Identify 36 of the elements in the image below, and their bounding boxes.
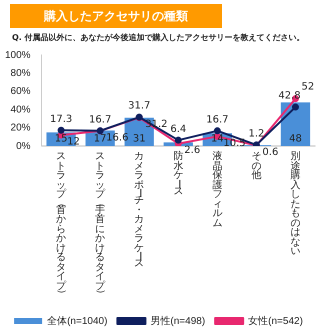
point (214, 127, 221, 134)
bar (280, 102, 310, 146)
data-label: 31 (132, 134, 146, 145)
y-tick-label: 20% (10, 122, 31, 134)
y-tick-label: 0% (16, 140, 31, 152)
legend-label: 女性(n=542) (248, 314, 303, 327)
data-label: 6.4 (170, 124, 186, 135)
category-label: カメラポーチ・カメラケース (134, 151, 146, 269)
y-tick-label: 60% (10, 86, 31, 98)
y-tick-label: 80% (10, 68, 31, 79)
legend-label: 男性(n=498) (150, 314, 206, 327)
point (58, 126, 65, 134)
x-tick-label: 液晶保護フィルム (212, 151, 222, 228)
y-tick-label: 100% (5, 50, 31, 61)
data-label: 42.8 (278, 90, 301, 102)
x-tick-label: その他 (251, 151, 262, 181)
data-label: 17 (94, 134, 107, 145)
data-label: 17.3 (50, 114, 72, 125)
x-tick-label: 防水ケース (173, 151, 184, 196)
data-label: 2.6 (184, 145, 200, 156)
category-label: 別途購入したものはない (290, 151, 300, 257)
y-tick-label: 40% (10, 104, 31, 116)
point (174, 136, 182, 144)
data-label: 0.6 (262, 147, 278, 158)
data-label: 31.7 (128, 100, 150, 112)
category-label: ストラップ（首からかけるタイプ） (56, 151, 68, 299)
chart-subtitle: Q. 付属品以外に、あなたが今後追加で購入したアクセサリーを教えてください。 (12, 32, 305, 43)
data-label: 1.2 (248, 128, 264, 140)
data-label: 48 (289, 134, 302, 145)
legend-label: 全体(n=1040) (47, 314, 108, 327)
chart-title: 購入したアクセサリの種類 (10, 4, 222, 28)
data-label: 16.7 (89, 114, 112, 126)
data-label: 15 (54, 134, 68, 145)
data-label: 16.7 (206, 114, 228, 126)
data-label: 52 (301, 81, 314, 92)
point (292, 104, 299, 111)
